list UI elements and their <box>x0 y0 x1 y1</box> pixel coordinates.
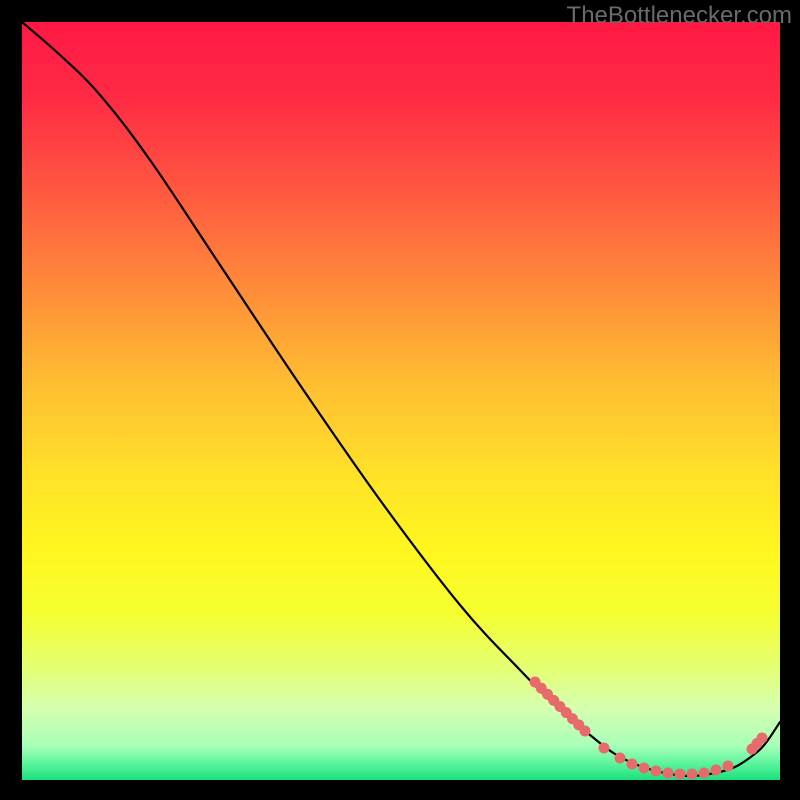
highlight-dot <box>699 768 710 779</box>
highlight-dot <box>675 769 686 780</box>
highlight-dot <box>711 765 722 776</box>
highlight-dot <box>723 761 734 772</box>
plot-background <box>22 22 780 780</box>
highlight-dot <box>615 753 626 764</box>
highlight-dot <box>599 743 610 754</box>
chart-stage: TheBottlenecker.com <box>0 0 800 800</box>
highlight-dot <box>757 733 768 744</box>
highlight-dot <box>627 759 638 770</box>
highlight-dot <box>651 766 662 777</box>
highlight-dot <box>687 769 698 780</box>
highlight-dot <box>663 768 674 779</box>
highlight-dot <box>639 763 650 774</box>
watermark-text: TheBottlenecker.com <box>567 2 792 30</box>
bottleneck-chart <box>0 0 800 800</box>
highlight-dot <box>580 726 591 737</box>
